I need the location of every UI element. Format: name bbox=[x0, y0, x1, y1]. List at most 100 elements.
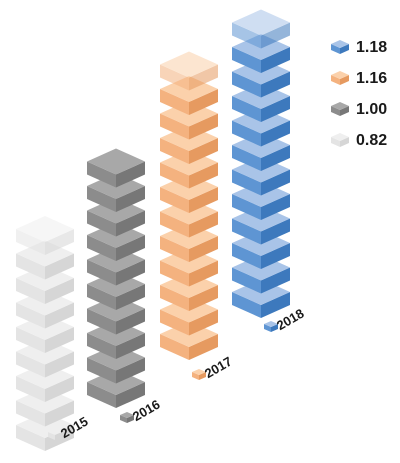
bar-2016-block-9-right-face bbox=[116, 186, 145, 212]
bar-2017-block-6-right-face bbox=[189, 211, 218, 238]
bar-2017-block-11-right-face bbox=[189, 89, 218, 115]
bar-2018-block-7-right-face bbox=[261, 145, 290, 171]
bar-2016-block-5-left-face bbox=[87, 284, 116, 310]
bar-2017-block-7-left-face bbox=[160, 187, 189, 213]
bar-2015-block-2-right-face bbox=[45, 400, 74, 427]
bar-2017-block-1-right-face bbox=[189, 334, 218, 360]
legend-item-2017: 1.16 bbox=[331, 70, 387, 87]
bar-2016-block-8-left-face bbox=[87, 210, 116, 237]
bar-2018-block-9-right-face bbox=[261, 96, 290, 122]
bar-2016-block-6-right-face bbox=[116, 259, 145, 286]
bar-2015-block-partial-right-face bbox=[45, 229, 74, 255]
bar-2017-block-8-left-face bbox=[160, 162, 189, 189]
bar-2018-block-9-left-face bbox=[232, 96, 261, 122]
bar-2015-block-3-left-face bbox=[16, 376, 45, 402]
bar-2018-block-partial bbox=[232, 9, 290, 49]
bar-2018-block-10-left-face bbox=[232, 71, 261, 98]
bar-2018-block-1-right-face bbox=[261, 292, 290, 318]
bar-2015-block-6-left-face bbox=[16, 302, 45, 329]
category-label-text-2016: 2016 bbox=[130, 397, 163, 424]
legend-item-2015: 0.82 bbox=[331, 132, 387, 149]
bar-2018-block-2-left-face bbox=[232, 267, 261, 294]
bar-2016-block-8-right-face bbox=[116, 210, 145, 237]
bar-2017-block-9-right-face bbox=[189, 138, 218, 164]
bar-2016-block-10-right-face bbox=[116, 161, 145, 188]
bar-2018-block-6-left-face bbox=[232, 169, 261, 196]
bar-2016-block-5-right-face bbox=[116, 284, 145, 310]
bar-2018-block-11-left-face bbox=[232, 47, 261, 73]
bar-2017-block-10-left-face bbox=[160, 113, 189, 140]
bar-2017-block-1-left-face bbox=[160, 334, 189, 360]
bar-2016-block-1-right-face bbox=[116, 382, 145, 408]
bar-2018-block-4-right-face bbox=[261, 218, 290, 245]
bar-2016-block-3-left-face bbox=[87, 333, 116, 359]
bar-2015-block-partial-left-face bbox=[16, 229, 45, 255]
bar-2016-block-4-right-face bbox=[116, 308, 145, 335]
bar-2015-block-4-left-face bbox=[16, 351, 45, 378]
bar-2018-block-partial-left-face bbox=[232, 22, 261, 49]
bar-2018-block-5-left-face bbox=[232, 194, 261, 220]
legend-item-2016: 1.00 bbox=[331, 101, 387, 118]
bar-2015-block-1-left-face bbox=[16, 425, 45, 451]
bar-2018-block-partial-top-face bbox=[232, 9, 290, 36]
bar-2018-block-6-right-face bbox=[261, 169, 290, 196]
bar-2016-block-10 bbox=[87, 148, 145, 188]
legend-item-2018: 1.18 bbox=[331, 39, 387, 56]
bar-2017-block-11-left-face bbox=[160, 89, 189, 115]
bar-2018-block-3-right-face bbox=[261, 243, 290, 269]
bar-2017-block-8-right-face bbox=[189, 162, 218, 189]
bar-2016-block-4-left-face bbox=[87, 308, 116, 335]
bar-2016-block-3-right-face bbox=[116, 333, 145, 359]
legend-label-2016: 1.00 bbox=[356, 101, 387, 118]
bar-2018-block-2-right-face bbox=[261, 267, 290, 294]
legend-label-2015: 0.82 bbox=[356, 132, 387, 149]
bar-2016-block-10-left-face bbox=[87, 161, 116, 188]
towers-layer bbox=[16, 9, 290, 451]
legend-label-2017: 1.16 bbox=[356, 70, 387, 87]
legend-swatch-2017 bbox=[331, 71, 349, 85]
bar-2017-block-partial-top-face bbox=[160, 51, 218, 78]
bar-2015-block-7-left-face bbox=[16, 278, 45, 304]
bar-2017-block-7-right-face bbox=[189, 187, 218, 213]
bar-2017-block-4-right-face bbox=[189, 260, 218, 287]
bar-2018-block-4-left-face bbox=[232, 218, 261, 245]
bar-2018-block-1-left-face bbox=[232, 292, 261, 318]
bar-2017-block-3-left-face bbox=[160, 285, 189, 311]
bar-2015-block-2-left-face bbox=[16, 400, 45, 427]
bar-2015-block-8-left-face bbox=[16, 253, 45, 280]
bar-2015-block-3-right-face bbox=[45, 376, 74, 402]
bar-2018-block-5-right-face bbox=[261, 194, 290, 220]
bar-2018-block-partial-right-face bbox=[261, 22, 290, 49]
bar-2015-block-5-left-face bbox=[16, 327, 45, 353]
bar-2015-block-8-right-face bbox=[45, 253, 74, 280]
bar-2017-block-9-left-face bbox=[160, 138, 189, 164]
bar-2018 bbox=[232, 9, 290, 318]
bar-2017-block-4-left-face bbox=[160, 260, 189, 287]
legend-swatch-2018 bbox=[331, 40, 349, 54]
bar-2017-block-5-right-face bbox=[189, 236, 218, 262]
bar-2016-block-6-left-face bbox=[87, 259, 116, 286]
bar-2016-block-7-right-face bbox=[116, 235, 145, 261]
bar-2017-block-partial bbox=[160, 51, 218, 91]
bar-2015-block-4-right-face bbox=[45, 351, 74, 378]
category-label-text-2017: 2017 bbox=[202, 354, 235, 381]
bar-2018-block-8-left-face bbox=[232, 120, 261, 147]
legend-swatch-2015 bbox=[331, 133, 349, 147]
bar-2015-block-partial bbox=[16, 216, 74, 255]
bar-2015-block-7-right-face bbox=[45, 278, 74, 304]
bar-2016-block-2-right-face bbox=[116, 357, 145, 384]
bar-2018-block-7-left-face bbox=[232, 145, 261, 171]
bar-2016-block-7-left-face bbox=[87, 235, 116, 261]
bar-2016 bbox=[87, 148, 145, 408]
bar-2016-block-10-top-face bbox=[87, 148, 145, 175]
bar-2018-block-10-right-face bbox=[261, 71, 290, 98]
bar-2016-block-9-left-face bbox=[87, 186, 116, 212]
bar-2018-block-3-left-face bbox=[232, 243, 261, 269]
bar-2017-block-6-left-face bbox=[160, 211, 189, 238]
bar-2018-block-11-right-face bbox=[261, 47, 290, 73]
bar-2015-block-6-right-face bbox=[45, 302, 74, 329]
bar-2018-block-8-right-face bbox=[261, 120, 290, 147]
bar-2017-block-10-right-face bbox=[189, 113, 218, 140]
bar-2017-block-5-left-face bbox=[160, 236, 189, 262]
